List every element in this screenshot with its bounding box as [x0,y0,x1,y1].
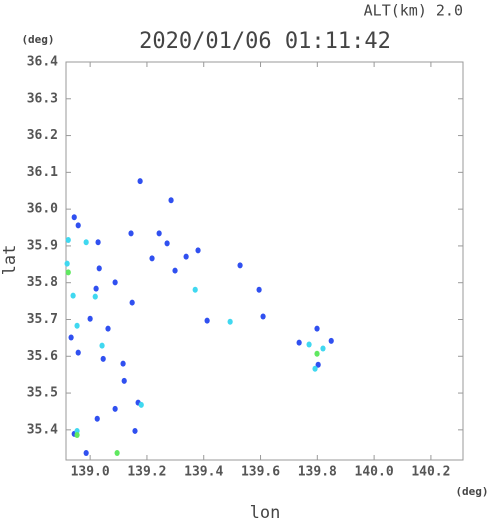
echo-point [70,292,76,299]
echo-point [192,286,198,293]
echo-point [75,349,81,356]
echo-point [95,239,101,246]
echo-point [65,269,71,276]
y-tick-label: 35.5 [27,386,58,401]
echo-point [112,405,118,412]
echo-point [71,214,77,221]
y-tick-label: 35.6 [27,349,58,364]
x-tick-label: 140.0 [355,465,394,480]
echo-point [128,230,134,237]
x-tick-label: 139.4 [184,465,223,480]
echo-point [121,377,127,384]
x-axis-label: lon [250,503,281,521]
y-tick-label: 36.2 [27,128,58,143]
echo-point [96,265,102,272]
x-tick-label: 139.0 [71,465,110,480]
y-tick-label: 36.3 [27,91,58,106]
x-unit: (deg) [455,485,488,498]
echo-point [92,293,98,300]
echo-point [195,247,201,254]
echo-point [138,401,144,408]
echo-point [120,360,126,367]
x-tick-label: 140.2 [411,465,450,480]
echo-point [87,315,93,322]
y-tick-label: 35.4 [27,422,58,437]
echo-point [328,337,334,344]
echo-point [314,325,320,332]
x-tick-label: 139.6 [241,465,280,480]
echo-point [312,365,318,372]
echo-point [74,322,80,329]
echo-point [137,178,143,185]
echo-point [93,285,99,292]
echo-point [83,239,89,246]
echo-point [83,450,89,457]
echo-point [314,350,320,357]
echo-point [156,230,162,237]
y-axis-label: lat [0,245,20,276]
echo-point [164,240,170,247]
echo-point [296,339,302,346]
echo-point [99,342,105,349]
echo-point [149,255,155,262]
echo-point [306,341,312,348]
y-unit: (deg) [21,33,54,46]
echo-point [168,197,174,204]
altitude: ALT(km) 2.0 [364,2,463,20]
y-tick-label: 36.4 [27,55,58,70]
y-tick-label: 35.9 [27,238,58,253]
echo-point [75,222,81,229]
echo-point [172,267,178,274]
plot-area [65,61,464,461]
echo-point [112,279,118,286]
echo-point [114,450,120,457]
echo-point [74,431,80,438]
x-tick-label: 139.8 [298,465,337,480]
y-tick-label: 35.8 [27,275,58,290]
echo-point [237,262,243,269]
y-tick-label: 36.0 [27,202,58,217]
echo-point [65,237,71,244]
echo-point [183,253,189,260]
echo-point [256,286,262,293]
echo-point [227,318,233,325]
echo-point [260,313,266,320]
echo-point [132,427,138,434]
echo-point [129,299,135,306]
echo-point [105,325,111,332]
y-tick-label: 35.7 [27,312,58,327]
echo-point [64,260,70,267]
chart-title: 2020/01/06 01:11:42 [139,29,391,54]
x-tick-label: 139.2 [127,465,166,480]
echo-point [68,334,74,341]
echo-point [204,317,210,324]
echo-point [100,355,106,362]
echo-point [315,361,321,368]
echo-point [94,415,100,422]
echo-point [320,345,326,352]
y-tick-label: 36.1 [27,165,58,180]
